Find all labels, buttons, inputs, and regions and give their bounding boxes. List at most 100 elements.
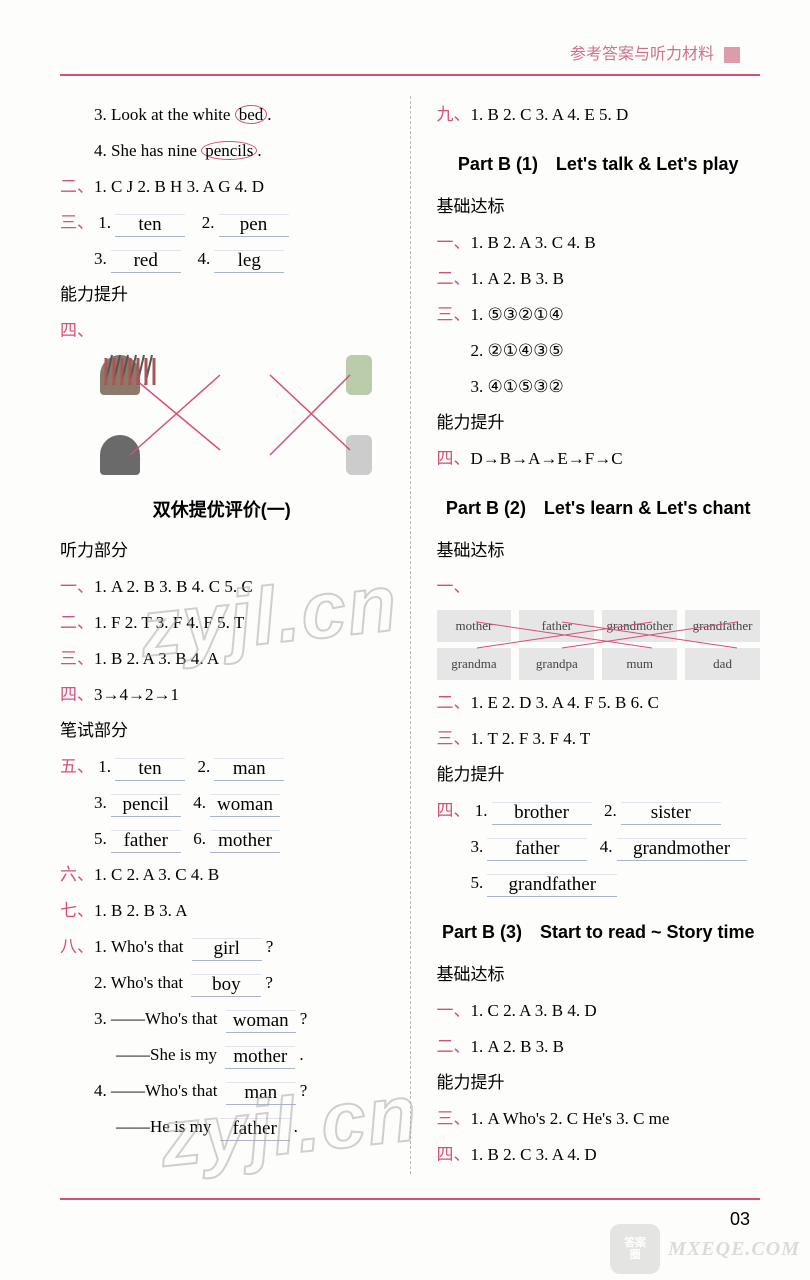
w3: 三、1. B 2. A 3. B 4. A bbox=[60, 642, 384, 676]
sec-num: 一、 bbox=[437, 233, 471, 252]
blank: grandmother bbox=[617, 838, 747, 861]
circled-word: pencils bbox=[201, 141, 257, 160]
w8-4a: 4. ——Who's that man? bbox=[60, 1074, 384, 1108]
blank: pencil bbox=[111, 794, 181, 817]
sec-num: 七、 bbox=[60, 901, 94, 920]
ability-heading: 能力提升 bbox=[437, 758, 761, 792]
word-match-grid: mother father grandmother grandfather gr… bbox=[437, 606, 761, 684]
sec-num: 三、 bbox=[437, 305, 471, 324]
answers: 1. ⑤③②①④ bbox=[471, 305, 564, 324]
num: 5. bbox=[471, 873, 484, 892]
b3-2: 二、1. A 2. B 3. B bbox=[437, 1030, 761, 1064]
answers: D→B→A→E→F→C bbox=[471, 449, 623, 468]
num: 2. bbox=[604, 801, 617, 820]
sec-num: 四、 bbox=[60, 685, 94, 704]
page: 参考答案与听力材料 3. Look at the white bed. 4. S… bbox=[0, 0, 810, 1280]
footer-logo-icon: 答案 圈 bbox=[610, 1224, 660, 1274]
num: 2. bbox=[198, 757, 211, 776]
blank: man bbox=[214, 758, 284, 781]
num: 5. bbox=[94, 829, 107, 848]
sec-num: 二、 bbox=[437, 693, 471, 712]
blank: father bbox=[220, 1118, 290, 1141]
write-heading: 笔试部分 bbox=[60, 714, 384, 748]
text: ——She is my bbox=[116, 1045, 217, 1064]
sec-num: 四、 bbox=[437, 801, 471, 820]
answers: 1. C 2. A 3. C 4. B bbox=[94, 865, 219, 884]
part-b3-title: Part B (3) Start to read ~ Story time bbox=[437, 914, 761, 950]
sec-4: 四、 bbox=[60, 314, 384, 348]
answers: 1. A 2. B 3. B bbox=[471, 1037, 565, 1056]
w8-4b: ——He is my father. bbox=[60, 1110, 384, 1144]
line-4: 4. She has nine pencils. bbox=[60, 134, 384, 168]
blank: mother bbox=[210, 830, 280, 853]
sec-num: 四、 bbox=[437, 449, 471, 468]
word-box: mum bbox=[602, 648, 677, 680]
num: 6. bbox=[193, 829, 206, 848]
b1-1: 一、1. B 2. A 3. C 4. B bbox=[437, 226, 761, 260]
listen-heading: 听力部分 bbox=[60, 534, 384, 568]
num: 3. bbox=[94, 249, 107, 268]
punct: ? bbox=[300, 1081, 308, 1100]
blank: woman bbox=[226, 1010, 296, 1033]
punct: . bbox=[299, 1045, 303, 1064]
w6: 六、1. C 2. A 3. C 4. B bbox=[60, 858, 384, 892]
text: 3. ——Who's that bbox=[94, 1009, 217, 1028]
weekly-title: 双休提优评价(一) bbox=[60, 492, 384, 528]
matching-diagram bbox=[60, 350, 384, 480]
answers: 1. B 2. A 3. B 4. A bbox=[94, 649, 219, 668]
b2-3: 三、1. T 2. F 3. F 4. T bbox=[437, 722, 761, 756]
blank: ten bbox=[115, 758, 185, 781]
blank: grandfather bbox=[487, 874, 617, 897]
blank: sister bbox=[621, 802, 721, 825]
ability-heading: 能力提升 bbox=[60, 278, 384, 312]
sec-num: 四、 bbox=[60, 321, 94, 340]
blank: father bbox=[487, 838, 587, 861]
w7: 七、1. B 2. B 3. A bbox=[60, 894, 384, 928]
b1-3-3: 3. ④①⑤③② bbox=[437, 370, 761, 404]
answers: 1. A Who's 2. C He's 3. C me bbox=[471, 1109, 670, 1128]
answers: 3→4→2→1 bbox=[94, 685, 179, 704]
part-b2-title: Part B (2) Let's learn & Let's chant bbox=[437, 490, 761, 526]
b1-2: 二、1. A 2. B 3. B bbox=[437, 262, 761, 296]
sec-num: 二、 bbox=[60, 613, 94, 632]
answers: 1. E 2. D 3. A 4. F 5. B 6. C bbox=[471, 693, 659, 712]
sec-num: 一、 bbox=[437, 577, 471, 596]
text: ——He is my bbox=[116, 1117, 211, 1136]
text: 1. Who's that bbox=[94, 937, 183, 956]
blank: leg bbox=[214, 250, 284, 273]
blank: father bbox=[111, 830, 181, 853]
base-heading: 基础达标 bbox=[437, 190, 761, 224]
sec-num: 三、 bbox=[60, 649, 94, 668]
sec-num: 九、 bbox=[437, 105, 471, 124]
left-column: 3. Look at the white bed. 4. She has nin… bbox=[60, 96, 384, 1174]
ability-heading: 能力提升 bbox=[437, 406, 761, 440]
answers: 1. T 2. F 3. F 4. T bbox=[471, 729, 591, 748]
b1-4: 四、D→B→A→E→F→C bbox=[437, 442, 761, 476]
sec-3-r1: 三、 1.ten 2.pen bbox=[60, 206, 384, 240]
num: 1. bbox=[98, 213, 111, 232]
word-box: grandpa bbox=[519, 648, 594, 680]
logo-text: 答案 bbox=[624, 1237, 646, 1249]
blank: brother bbox=[492, 802, 592, 825]
word-box: father bbox=[519, 610, 594, 642]
num: 4. bbox=[193, 793, 206, 812]
answers: 1. B 2. C 3. A 4. D bbox=[471, 1145, 597, 1164]
blank: boy bbox=[191, 974, 261, 997]
footer-url: MXEQE.COM bbox=[668, 1238, 800, 1261]
b3-3: 三、1. A Who's 2. C He's 3. C me bbox=[437, 1102, 761, 1136]
sec-num: 六、 bbox=[60, 865, 94, 884]
w5-r3: 5.father 6.mother bbox=[60, 822, 384, 856]
answers: 1. B 2. A 3. C 4. B bbox=[471, 233, 596, 252]
base-heading: 基础达标 bbox=[437, 534, 761, 568]
blank: man bbox=[226, 1082, 296, 1105]
b2-2: 二、1. E 2. D 3. A 4. F 5. B 6. C bbox=[437, 686, 761, 720]
b3-4: 四、1. B 2. C 3. A 4. D bbox=[437, 1138, 761, 1172]
w8-3b: ——She is my mother. bbox=[60, 1038, 384, 1072]
punct: ? bbox=[265, 973, 273, 992]
b2-4-r1: 四、 1.brother 2.sister bbox=[437, 794, 761, 828]
w8-3a: 3. ——Who's that woman? bbox=[60, 1002, 384, 1036]
circled-word: bed bbox=[235, 105, 268, 124]
blank: woman bbox=[210, 794, 280, 817]
word-box: grandfather bbox=[685, 610, 760, 642]
answers: 1. A 2. B 3. B bbox=[471, 269, 565, 288]
